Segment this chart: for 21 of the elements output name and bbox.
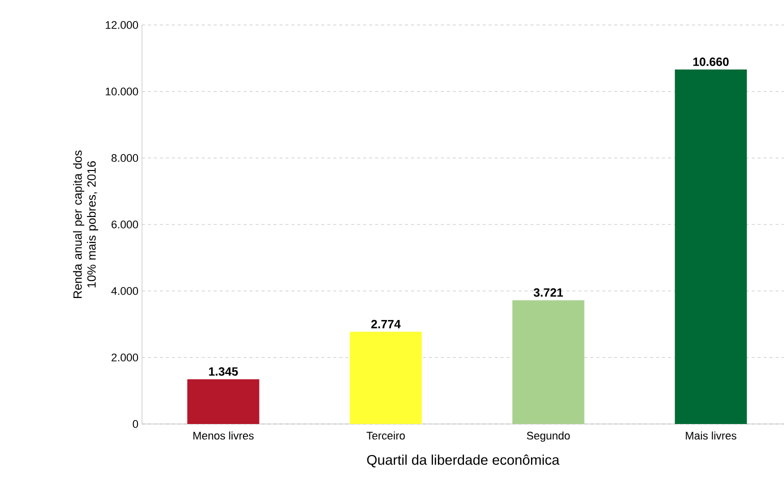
y-tick-label: 12.000 [106, 21, 138, 29]
data-label: 1.345 [209, 367, 238, 376]
x-tick-label: Menos livres [193, 432, 254, 440]
x-tick-label: Terceiro [366, 432, 405, 440]
y-tick-label: 4.000 [111, 287, 138, 295]
bar [187, 379, 260, 424]
x-tick-label: Segundo [526, 432, 570, 442]
bar [674, 70, 747, 424]
y-tick-label: 8.000 [112, 154, 138, 162]
x-tick-label: Mais livres [686, 432, 736, 440]
bar [512, 300, 584, 424]
data-label: 2.774 [371, 320, 401, 328]
bar [350, 332, 422, 424]
y-tick-label: 6.000 [112, 220, 138, 228]
y-tick-label: 10.000 [106, 88, 138, 96]
x-axis-title: Quartil da liberdade econômica [367, 454, 560, 468]
data-label: 3.721 [534, 288, 563, 297]
y-tick-label: 0 [132, 420, 138, 428]
y-tick-label: 2.000 [112, 354, 138, 362]
data-label: 10.660 [693, 58, 729, 66]
y-axis-title: Renda anual per capita dos 10% mais pobres, 2016 [73, 150, 98, 298]
